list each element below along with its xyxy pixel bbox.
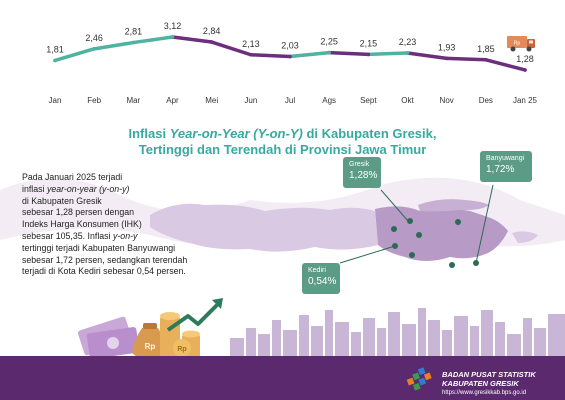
chart-point — [92, 47, 96, 51]
chart-line-segment — [327, 50, 371, 57]
chart-value-label: 2,25 — [320, 37, 338, 47]
chart-line-segment — [131, 35, 175, 45]
chart-x-tick-label: Mei — [205, 96, 218, 105]
java-map — [0, 177, 565, 268]
chart-x-tick-label: Jun — [244, 96, 257, 105]
chart-value-label: 1,93 — [438, 42, 456, 52]
chart-value-label: 1,81 — [46, 44, 64, 54]
chart-line-segment — [209, 40, 253, 57]
org-url-link[interactable]: https://www.gresikkab.bps.go.id — [442, 390, 527, 396]
chart-x-tick-label: Apr — [166, 96, 179, 105]
chart-line-segment — [249, 53, 292, 59]
chart-point — [405, 51, 410, 55]
chart-point — [131, 40, 136, 45]
chart-point — [209, 40, 214, 44]
chart-line-segment — [53, 47, 96, 63]
chart-point — [53, 58, 57, 63]
chart-value-labels: 1,81 2,46 2,81 3,12 2,84 2,13 2,03 2,25 2,15 2,23… — [46, 21, 534, 64]
chart-point — [444, 56, 449, 61]
svg-text:Rp: Rp — [177, 346, 186, 353]
chart-value-label: 2,03 — [281, 41, 299, 51]
chart-x-tick-label: Sept — [360, 96, 377, 105]
bali-island — [512, 231, 538, 243]
chart-line-segment — [170, 35, 214, 44]
chart-x-tick-labels: Jan Feb Mar Apr Mei Jun Jul Ags Sept Okt Nov Des Jan… — [49, 96, 538, 105]
org-name-line2: KABUPATEN GRESIK — [442, 379, 519, 388]
chart-value-label: 1,85 — [477, 44, 495, 54]
city-marker — [416, 232, 422, 238]
chart-x-tick-label: Feb — [87, 96, 101, 105]
chart-point — [170, 35, 175, 39]
callout-gresik: Gresik 1,28% — [343, 157, 381, 188]
city-marker — [391, 226, 397, 232]
chart-series-line — [53, 35, 527, 72]
chart-x-tick-label: Mar — [126, 96, 140, 105]
city-marker — [407, 218, 413, 224]
chart-point — [249, 52, 253, 57]
money-bag-icon: Rp — [132, 323, 168, 358]
chart-x-tick-label: Jan 25 — [513, 96, 538, 105]
chart-value-label: 2,13 — [242, 39, 260, 49]
callout-kediri: Kediri 0,54% — [302, 263, 340, 294]
truck-icon: Rp — [507, 36, 535, 52]
bps-logo-icon — [406, 367, 432, 391]
chart-value-label: 2,81 — [125, 27, 143, 37]
city-marker — [409, 252, 415, 258]
chart-x-tick-label: Jul — [285, 96, 295, 105]
chart-point — [523, 68, 527, 72]
java-island — [150, 203, 378, 252]
chart-point — [288, 54, 292, 59]
chart-point — [327, 50, 331, 55]
chart-line-segment — [405, 51, 449, 61]
chart-point — [484, 57, 488, 62]
city-skyline-icon — [230, 308, 565, 358]
city-marker — [455, 219, 461, 225]
chart-value-label: 2,84 — [203, 26, 221, 36]
chart-line-segment — [288, 50, 331, 59]
chart-line-segment — [366, 51, 410, 57]
svg-text:Rp: Rp — [514, 41, 521, 47]
chart-points — [53, 35, 527, 72]
org-name-line1: BADAN PUSAT STATISTIK — [442, 370, 536, 379]
chart-x-tick-label: Jan — [49, 96, 62, 105]
chart-value-label: 2,46 — [85, 33, 103, 43]
svg-text:Rp: Rp — [145, 342, 156, 351]
chart-line-segment — [484, 58, 527, 72]
chart-value-label: 2,23 — [399, 37, 417, 47]
arrow-up-icon — [166, 298, 223, 332]
chart-x-tick-label: Ags — [322, 96, 336, 105]
callout-connectors — [339, 184, 494, 264]
chart-point — [366, 52, 371, 57]
callout-banyuwangi: Banyuwangi 1,72% — [480, 151, 532, 182]
chart-x-tick-label: Nov — [440, 96, 454, 105]
chart-value-label: 1,28 — [516, 54, 534, 64]
madura-island — [418, 199, 490, 212]
city-markers — [391, 218, 479, 268]
footer-bar — [0, 356, 565, 400]
map-section-title: Inflasi Year-on-Year (Y-on-Y) di Kabupat… — [128, 126, 437, 157]
chart-line-segment — [444, 56, 488, 62]
chart-value-label: 3,12 — [164, 21, 182, 31]
chart-line-segment — [92, 40, 136, 51]
description-text: Pada Januari 2025 terjadi inflasi year-o… — [22, 172, 188, 277]
chart-value-label: 2,15 — [360, 38, 378, 48]
chart-x-tick-label: Des — [479, 96, 493, 105]
inflation-line-chart: 1,81 2,46 2,81 3,12 2,84 2,13 2,03 2,25 2,15 2,23… — [46, 21, 538, 105]
banknote-icon — [77, 316, 140, 359]
chart-x-tick-label: Okt — [401, 96, 414, 105]
bottom-illustration: Rp Rp — [77, 298, 565, 359]
city-marker — [449, 262, 455, 268]
